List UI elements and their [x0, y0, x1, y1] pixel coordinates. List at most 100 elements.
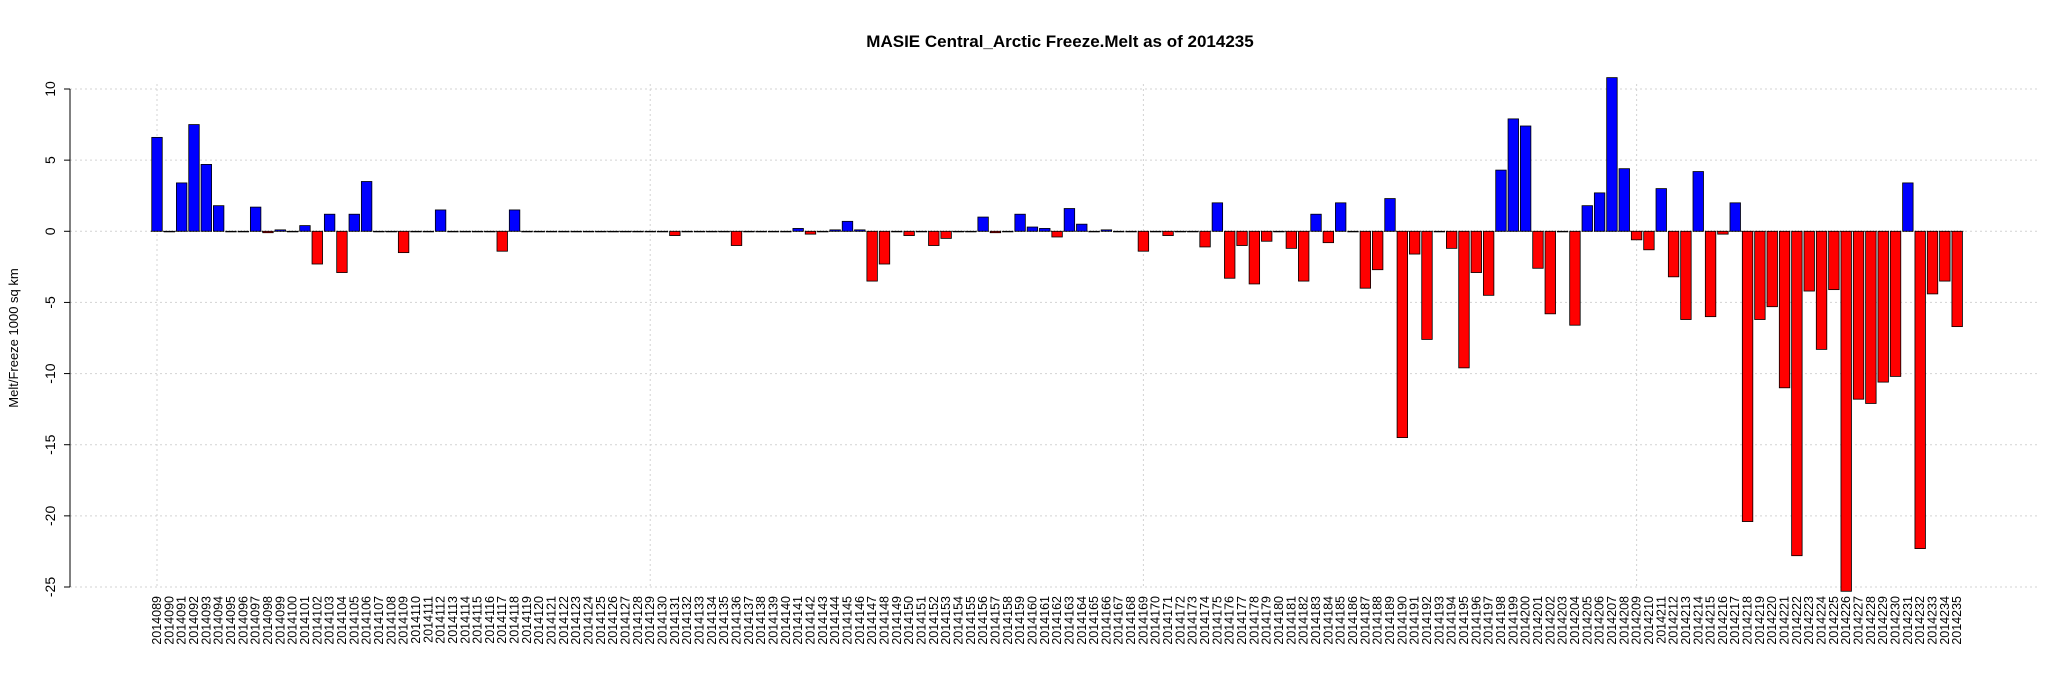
x-tick-label: 2014235 — [1950, 596, 1964, 645]
bar-2014212 — [1667, 230, 1680, 278]
bar-2014203 — [1556, 230, 1569, 233]
x-tick-label: 2014141 — [791, 596, 805, 645]
bar-2014231 — [1902, 182, 1914, 232]
bar-2014092 — [188, 124, 200, 232]
y-tick-label: -15 — [42, 434, 58, 454]
bar-2014101 — [299, 225, 311, 232]
bar-2014217 — [1729, 202, 1741, 232]
bar-2014199 — [1507, 118, 1519, 232]
x-tick-label: 2014145 — [840, 596, 854, 645]
x-tick-label: 2014098 — [261, 596, 275, 645]
bar-2014112 — [434, 209, 447, 232]
x-tick-label: 2014190 — [1395, 596, 1409, 645]
x-tick-label: 2014188 — [1371, 596, 1385, 645]
x-tick-label: 2014174 — [1198, 596, 1212, 645]
x-tick-label: 2014230 — [1889, 596, 1903, 645]
x-tick-label: 2014162 — [1050, 596, 1064, 645]
x-tick-label: 2014181 — [1284, 596, 1298, 645]
x-tick-label: 2014226 — [1839, 596, 1853, 645]
x-tick-label: 2014157 — [988, 596, 1002, 645]
y-tick-label: -25 — [42, 577, 58, 597]
x-tick-label: 2014142 — [803, 596, 817, 645]
x-tick-labels: 2014089201409020140912014092201409320140… — [150, 596, 1964, 645]
x-tick-label: 2014094 — [212, 596, 226, 645]
bar-2014149 — [891, 230, 903, 233]
bar-2014235 — [1951, 230, 1963, 328]
bar-2014209 — [1630, 230, 1643, 241]
y-tick-label: -5 — [42, 296, 58, 309]
bar-2014220 — [1766, 230, 1778, 308]
x-tick-label: 2014140 — [779, 596, 793, 645]
bar-2014222 — [1791, 230, 1803, 557]
x-tick-label: 2014109 — [397, 596, 411, 645]
x-tick-label: 2014136 — [730, 596, 744, 645]
bar-2014152 — [928, 230, 940, 246]
bar-2014179 — [1261, 230, 1273, 242]
bar-2014157 — [989, 230, 1002, 234]
bar-2014167 — [1113, 230, 1125, 233]
y-axis-label: Melt/Freeze 1000 sq km — [6, 268, 21, 407]
x-tick-label: 2014219 — [1753, 596, 1767, 645]
x-tick-label: 2014208 — [1617, 596, 1631, 645]
x-tick-label: 2014204 — [1568, 596, 1582, 645]
x-tick-label: 2014202 — [1543, 596, 1557, 645]
y-tick-label: 0 — [42, 227, 58, 235]
bar-2014150 — [903, 230, 915, 236]
bar-2014161 — [1039, 228, 1051, 232]
bar-2014233 — [1926, 230, 1939, 295]
bar-2014232 — [1914, 230, 1926, 549]
bar-2014164 — [1076, 223, 1088, 232]
x-tick-label: 2014168 — [1124, 596, 1138, 645]
bar-2014187 — [1359, 230, 1371, 289]
bar-2014218 — [1741, 230, 1754, 522]
x-tick-label: 2014108 — [384, 596, 398, 645]
bar-2014208 — [1618, 168, 1630, 232]
x-tick-label: 2014210 — [1642, 596, 1656, 645]
bar-2014104 — [336, 230, 348, 273]
x-tick-label: 2014124 — [582, 596, 596, 645]
x-tick-label: 2014110 — [409, 596, 423, 644]
bar-2014097 — [249, 206, 262, 232]
bar-2014130 — [656, 230, 669, 233]
bar-2014183 — [1310, 213, 1322, 232]
bar-2014176 — [1224, 230, 1236, 279]
bar-2014225 — [1828, 230, 1840, 291]
x-tick-label: 2014132 — [680, 596, 694, 645]
x-tick-label: 2014113 — [446, 596, 460, 644]
x-tick-label: 2014232 — [1913, 596, 1927, 645]
x-tick-label: 2014100 — [286, 596, 300, 645]
x-tick-label: 2014093 — [199, 596, 213, 645]
x-tick-label: 2014171 — [1161, 596, 1175, 645]
y-tick-label: 5 — [42, 156, 58, 164]
x-tick-label: 2014091 — [175, 596, 189, 645]
bar-2014230 — [1889, 230, 1902, 377]
bar-2014210 — [1643, 230, 1655, 251]
bar-2014159 — [1014, 213, 1026, 232]
bar-2014122 — [558, 230, 570, 233]
x-tick-label: 2014131 — [668, 596, 682, 645]
x-tick-label: 2014089 — [150, 596, 164, 645]
x-tick-label: 2014166 — [1099, 596, 1113, 645]
x-tick-label: 2014218 — [1741, 596, 1755, 645]
x-tick-label: 2014191 — [1408, 596, 1422, 645]
bar-2014186 — [1347, 230, 1359, 233]
x-tick-label: 2014121 — [545, 596, 559, 645]
x-tick-label: 2014106 — [360, 596, 374, 645]
bars-layer — [151, 77, 1963, 592]
x-tick-label: 2014177 — [1235, 596, 1249, 645]
bar-2014214 — [1692, 171, 1704, 232]
x-tick-label: 2014186 — [1346, 596, 1360, 645]
x-tick-label: 2014144 — [828, 596, 842, 645]
x-tick-label: 2014112 — [434, 596, 448, 644]
bar-2014227 — [1852, 230, 1865, 400]
x-tick-label: 2014122 — [557, 596, 571, 645]
bar-2014174 — [1199, 230, 1211, 248]
x-tick-label: 2014194 — [1445, 596, 1459, 645]
x-tick-label: 2014102 — [310, 596, 324, 645]
x-tick-label: 2014211 — [1654, 596, 1668, 644]
x-tick-label: 2014123 — [569, 596, 583, 645]
x-tick-label: 2014092 — [187, 596, 201, 645]
x-tick-label: 2014227 — [1852, 596, 1866, 645]
x-tick-label: 2014217 — [1728, 596, 1742, 645]
bar-2014185 — [1335, 202, 1347, 232]
